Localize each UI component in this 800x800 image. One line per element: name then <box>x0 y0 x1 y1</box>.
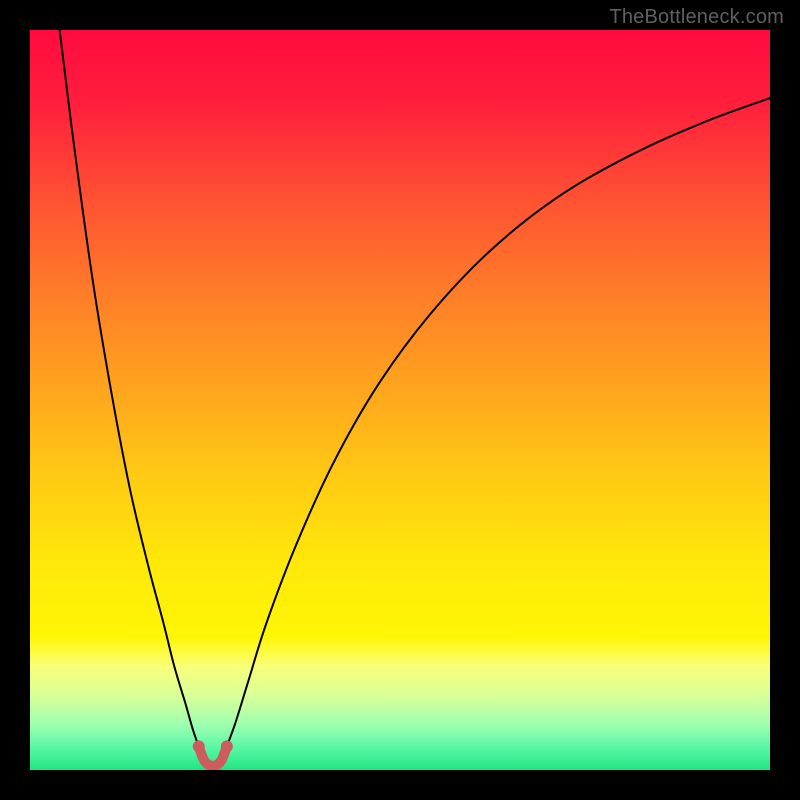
chart-svg <box>30 30 770 770</box>
notch-endpoint <box>193 740 205 752</box>
chart-plot-area <box>30 30 770 770</box>
watermark-text: TheBottleneck.com <box>609 6 784 29</box>
notch-endpoint <box>221 740 233 752</box>
